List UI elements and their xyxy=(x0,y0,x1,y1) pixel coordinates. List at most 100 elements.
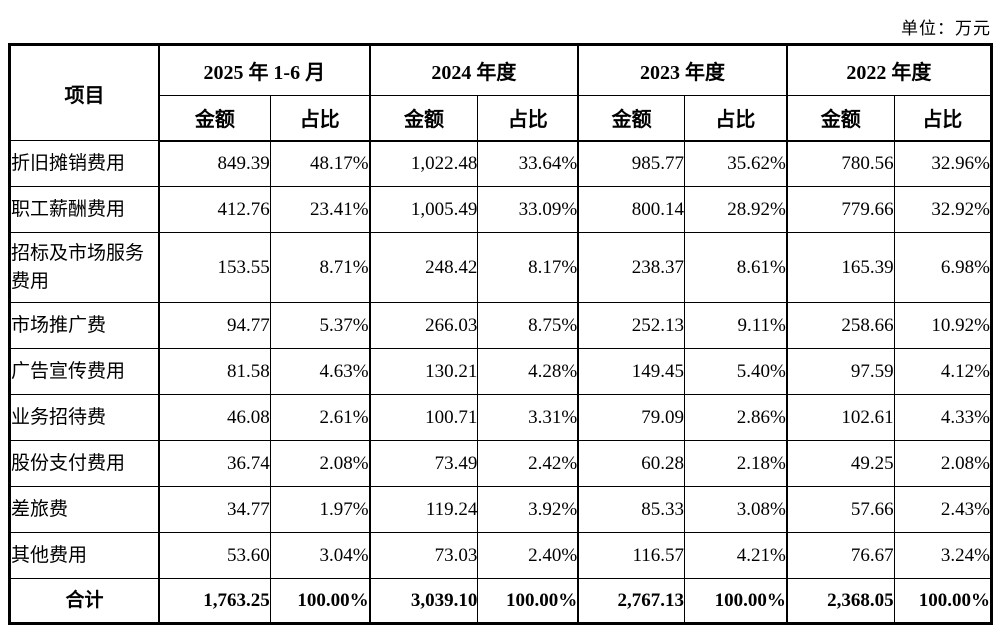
ratio-cell: 5.37% xyxy=(269,302,371,349)
amount-cell: 34.77 xyxy=(157,486,271,533)
total-label: 合计 xyxy=(8,578,160,624)
amount-header: 金额 xyxy=(577,95,686,142)
amount-cell: 3,039.10 xyxy=(368,578,479,624)
amount-cell: 1,005.49 xyxy=(368,186,479,233)
amount-cell: 102.61 xyxy=(785,394,895,441)
header-row-periods: 项目 2025 年 1-6 月 2024 年度 2023 年度 2022 年度 xyxy=(8,44,992,141)
amount-cell: 266.03 xyxy=(368,302,479,349)
ratio-cell: 8.71% xyxy=(269,232,371,303)
ratio-cell: 23.41% xyxy=(269,186,371,233)
row-item-label: 市场推广费 xyxy=(8,302,160,349)
row-item-label: 差旅费 xyxy=(8,486,160,533)
ratio-cell: 3.92% xyxy=(477,486,579,533)
amount-cell: 165.39 xyxy=(785,232,895,303)
period-header-2024: 2024 年度 xyxy=(368,44,579,96)
amount-cell: 153.55 xyxy=(157,232,271,303)
row-item-label: 折旧摊销费用 xyxy=(8,140,160,187)
amount-cell: 119.24 xyxy=(368,486,479,533)
row-item-label: 职工薪酬费用 xyxy=(8,186,160,233)
amount-cell: 57.66 xyxy=(785,486,895,533)
table-row: 招标及市场服务费用 153.55 8.71% 248.42 8.17% 238.… xyxy=(8,232,993,303)
amount-cell: 2,767.13 xyxy=(577,578,686,624)
ratio-cell: 32.92% xyxy=(893,186,993,233)
period-header-2025: 2025 年 1-6 月 xyxy=(157,44,371,96)
amount-cell: 100.71 xyxy=(368,394,479,441)
expense-table: 项目 2025 年 1-6 月 2024 年度 2023 年度 2022 年度 … xyxy=(8,43,993,625)
table-row: 业务招待费 46.08 2.61% 100.71 3.31% 79.09 2.8… xyxy=(8,394,993,441)
ratio-cell: 2.40% xyxy=(477,532,579,579)
ratio-cell: 100.00% xyxy=(684,578,788,624)
row-item-label: 业务招待费 xyxy=(8,394,160,441)
ratio-cell: 3.31% xyxy=(477,394,579,441)
ratio-cell: 32.96% xyxy=(893,140,993,187)
row-item-label: 股份支付费用 xyxy=(8,440,160,487)
ratio-header: 占比 xyxy=(269,95,371,142)
ratio-cell: 8.17% xyxy=(477,232,579,303)
amount-cell: 238.37 xyxy=(577,232,686,303)
ratio-cell: 5.40% xyxy=(684,348,788,395)
ratio-cell: 6.98% xyxy=(893,232,993,303)
amount-cell: 779.66 xyxy=(785,186,895,233)
amount-cell: 149.45 xyxy=(577,348,686,395)
table-row: 差旅费 34.77 1.97% 119.24 3.92% 85.33 3.08%… xyxy=(8,486,993,533)
ratio-cell: 2.08% xyxy=(893,440,993,487)
amount-cell: 780.56 xyxy=(785,140,895,187)
amount-cell: 60.28 xyxy=(577,440,686,487)
ratio-cell: 3.04% xyxy=(269,532,371,579)
amount-cell: 73.03 xyxy=(368,532,479,579)
amount-cell: 53.60 xyxy=(157,532,271,579)
ratio-cell: 3.24% xyxy=(893,532,993,579)
amount-cell: 1,022.48 xyxy=(368,140,479,187)
period-header-2023: 2023 年度 xyxy=(577,44,788,96)
ratio-cell: 100.00% xyxy=(893,578,993,624)
table-row: 股份支付费用 36.74 2.08% 73.49 2.42% 60.28 2.1… xyxy=(8,440,993,487)
period-header-2022: 2022 年度 xyxy=(785,44,992,96)
table-row: 其他费用 53.60 3.04% 73.03 2.40% 116.57 4.21… xyxy=(8,532,993,579)
ratio-cell: 10.92% xyxy=(893,302,993,349)
amount-cell: 81.58 xyxy=(157,348,271,395)
ratio-header: 占比 xyxy=(893,95,993,142)
amount-cell: 1,763.25 xyxy=(157,578,271,624)
ratio-cell: 8.61% xyxy=(684,232,788,303)
row-item-label: 招标及市场服务费用 xyxy=(8,232,160,303)
amount-cell: 985.77 xyxy=(577,140,686,187)
table-row: 折旧摊销费用 849.39 48.17% 1,022.48 33.64% 985… xyxy=(8,140,993,187)
amount-header: 金额 xyxy=(157,95,271,142)
amount-cell: 116.57 xyxy=(577,532,686,579)
ratio-cell: 33.09% xyxy=(477,186,579,233)
amount-cell: 130.21 xyxy=(368,348,479,395)
amount-cell: 800.14 xyxy=(577,186,686,233)
ratio-cell: 3.08% xyxy=(684,486,788,533)
amount-cell: 79.09 xyxy=(577,394,686,441)
table-row: 职工薪酬费用 412.76 23.41% 1,005.49 33.09% 800… xyxy=(8,186,993,233)
ratio-cell: 4.21% xyxy=(684,532,788,579)
ratio-cell: 28.92% xyxy=(684,186,788,233)
amount-cell: 248.42 xyxy=(368,232,479,303)
ratio-cell: 4.12% xyxy=(893,348,993,395)
amount-cell: 252.13 xyxy=(577,302,686,349)
ratio-cell: 100.00% xyxy=(477,578,579,624)
ratio-cell: 100.00% xyxy=(269,578,371,624)
amount-cell: 849.39 xyxy=(157,140,271,187)
table-row-total: 合计 1,763.25 100.00% 3,039.10 100.00% 2,7… xyxy=(8,578,993,624)
ratio-cell: 4.33% xyxy=(893,394,993,441)
ratio-cell: 9.11% xyxy=(684,302,788,349)
ratio-cell: 4.28% xyxy=(477,348,579,395)
amount-cell: 85.33 xyxy=(577,486,686,533)
ratio-cell: 33.64% xyxy=(477,140,579,187)
ratio-cell: 1.97% xyxy=(269,486,371,533)
ratio-cell: 8.75% xyxy=(477,302,579,349)
amount-cell: 49.25 xyxy=(785,440,895,487)
ratio-cell: 2.08% xyxy=(269,440,371,487)
unit-label: 单位：万元 xyxy=(901,19,991,38)
ratio-cell: 2.18% xyxy=(684,440,788,487)
amount-cell: 76.67 xyxy=(785,532,895,579)
ratio-cell: 35.62% xyxy=(684,140,788,187)
ratio-header: 占比 xyxy=(684,95,788,142)
ratio-header: 占比 xyxy=(477,95,579,142)
row-item-label: 其他费用 xyxy=(8,532,160,579)
amount-header: 金额 xyxy=(785,95,895,142)
ratio-cell: 2.42% xyxy=(477,440,579,487)
amount-cell: 36.74 xyxy=(157,440,271,487)
amount-header: 金额 xyxy=(368,95,479,142)
